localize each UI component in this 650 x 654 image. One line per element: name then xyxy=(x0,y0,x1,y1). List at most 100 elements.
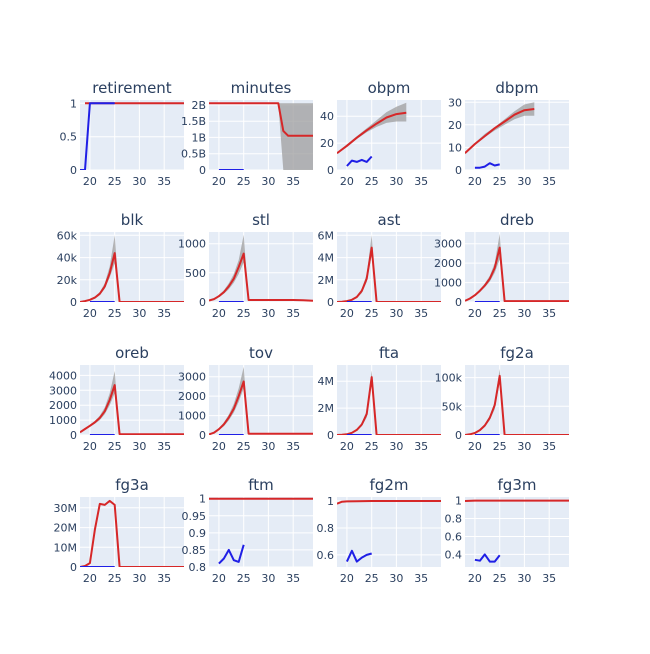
subplot-title: blk xyxy=(121,211,144,229)
x-tick-label: 25 xyxy=(493,572,507,585)
x-tick-label: 20 xyxy=(468,175,482,188)
x-tick-label: 35 xyxy=(157,175,171,188)
y-tick-label: 40 xyxy=(320,110,334,123)
x-tick-label: 25 xyxy=(237,307,251,320)
x-tick-label: 20 xyxy=(212,307,226,320)
plot-area xyxy=(337,365,441,435)
x-tick-label: 35 xyxy=(286,440,300,453)
x-tick-label: 20 xyxy=(83,440,97,453)
y-tick-label: 2000 xyxy=(434,257,462,270)
subplot-title: dbpm xyxy=(495,79,538,97)
x-tick-label: 35 xyxy=(542,307,556,320)
x-tick-label: 25 xyxy=(237,440,251,453)
x-tick-label: 25 xyxy=(237,175,251,188)
y-tick-label: 0.5B xyxy=(181,148,206,161)
x-tick-label: 25 xyxy=(108,572,122,585)
x-tick-label: 25 xyxy=(493,175,507,188)
subplot-title: ftm xyxy=(248,476,274,494)
x-tick-label: 25 xyxy=(365,307,379,320)
x-tick-label: 20 xyxy=(468,440,482,453)
y-tick-label: 0.9 xyxy=(189,527,207,540)
x-tick-label: 30 xyxy=(132,307,146,320)
x-tick-label: 30 xyxy=(132,175,146,188)
x-tick-label: 20 xyxy=(212,572,226,585)
x-tick-label: 35 xyxy=(414,440,428,453)
plot-area xyxy=(80,232,184,302)
x-tick-label: 35 xyxy=(286,307,300,320)
y-tick-label: 0.95 xyxy=(182,510,207,523)
subplot-title: obpm xyxy=(368,79,411,97)
y-tick-label: 30 xyxy=(448,96,462,109)
x-tick-label: 35 xyxy=(157,572,171,585)
y-tick-label: 0 xyxy=(199,429,206,442)
subplot-title: fg3m xyxy=(498,476,537,494)
y-tick-label: 0 xyxy=(70,429,77,442)
y-tick-label: 0 xyxy=(455,164,462,177)
y-tick-label: 3000 xyxy=(434,238,462,251)
y-tick-label: 0 xyxy=(455,429,462,442)
x-tick-label: 30 xyxy=(261,175,275,188)
y-tick-label: 0.5 xyxy=(60,131,78,144)
y-tick-label: 3000 xyxy=(49,384,77,397)
subplot-title: tov xyxy=(249,344,273,362)
y-tick-label: 0.6 xyxy=(445,531,463,544)
x-tick-label: 30 xyxy=(517,175,531,188)
x-tick-label: 30 xyxy=(261,307,275,320)
x-tick-label: 25 xyxy=(493,440,507,453)
x-tick-label: 20 xyxy=(83,307,97,320)
y-tick-label: 0 xyxy=(199,164,206,177)
x-tick-label: 35 xyxy=(286,572,300,585)
x-tick-label: 20 xyxy=(340,175,354,188)
y-tick-label: 0.8 xyxy=(445,513,463,526)
x-tick-label: 25 xyxy=(108,440,122,453)
y-tick-label: 0.4 xyxy=(445,548,463,561)
x-tick-label: 25 xyxy=(108,175,122,188)
y-tick-label: 1 xyxy=(70,97,77,110)
x-tick-label: 20 xyxy=(340,572,354,585)
x-tick-label: 30 xyxy=(517,440,531,453)
x-tick-label: 20 xyxy=(212,440,226,453)
subplot-title: oreb xyxy=(115,344,149,362)
y-tick-label: 50k xyxy=(442,400,463,413)
y-tick-label: 0 xyxy=(70,561,77,574)
plot-area xyxy=(465,365,569,435)
y-tick-label: 40k xyxy=(57,252,78,265)
y-tick-label: 4M xyxy=(318,375,335,388)
x-tick-label: 20 xyxy=(212,175,226,188)
y-tick-label: 2B xyxy=(191,99,206,112)
y-tick-label: 1 xyxy=(199,493,206,506)
x-tick-label: 25 xyxy=(493,307,507,320)
y-tick-label: 1.5B xyxy=(181,115,206,128)
y-tick-label: 4M xyxy=(318,252,335,265)
x-tick-label: 20 xyxy=(83,175,97,188)
y-tick-label: 3000 xyxy=(178,371,206,384)
x-tick-label: 35 xyxy=(542,440,556,453)
y-tick-label: 2M xyxy=(318,274,335,287)
plot-area xyxy=(337,232,441,302)
plot-area xyxy=(80,100,184,170)
x-tick-label: 35 xyxy=(542,572,556,585)
y-tick-label: 20 xyxy=(320,137,334,150)
y-tick-label: 1 xyxy=(455,495,462,508)
y-tick-label: 2M xyxy=(318,402,335,415)
x-tick-label: 30 xyxy=(389,440,403,453)
x-tick-label: 25 xyxy=(237,572,251,585)
subplot-title: fta xyxy=(379,344,399,362)
plot-area xyxy=(465,497,569,567)
y-tick-label: 1000 xyxy=(434,277,462,290)
y-tick-label: 1000 xyxy=(49,414,77,427)
x-tick-label: 30 xyxy=(261,572,275,585)
plot-area xyxy=(337,497,441,567)
y-tick-label: 1000 xyxy=(178,238,206,251)
y-tick-label: 0 xyxy=(70,164,77,177)
x-tick-label: 25 xyxy=(365,572,379,585)
x-tick-label: 20 xyxy=(468,307,482,320)
